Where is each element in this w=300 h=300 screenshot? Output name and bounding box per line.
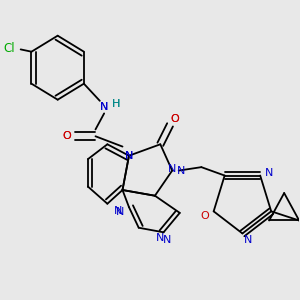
- Text: N: N: [163, 235, 171, 245]
- Text: N: N: [100, 102, 108, 112]
- Text: Cl: Cl: [3, 42, 15, 55]
- Text: O: O: [201, 211, 209, 221]
- Text: H: H: [112, 99, 120, 109]
- Text: N: N: [177, 166, 185, 176]
- Text: N: N: [125, 151, 133, 161]
- Text: O: O: [170, 114, 179, 124]
- Text: N: N: [114, 206, 122, 216]
- Text: N: N: [125, 151, 133, 161]
- Text: N: N: [244, 235, 252, 245]
- Text: O: O: [62, 131, 71, 141]
- Text: N: N: [265, 168, 273, 178]
- Text: N: N: [168, 164, 176, 174]
- Text: O: O: [170, 114, 179, 124]
- Text: N: N: [116, 207, 124, 217]
- Text: N: N: [156, 233, 164, 243]
- Text: H: H: [112, 99, 120, 109]
- Text: O: O: [62, 131, 71, 141]
- Text: N: N: [100, 102, 108, 112]
